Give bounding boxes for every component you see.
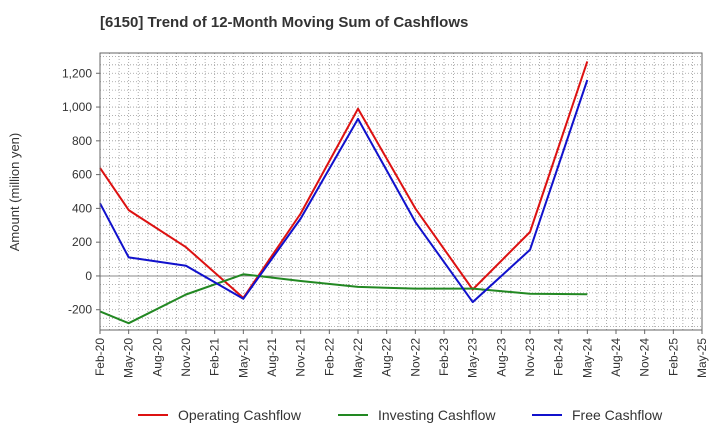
x-tick-label: Aug-22	[380, 338, 394, 377]
x-tick-label: May-20	[122, 338, 136, 378]
x-tick-label: May-21	[236, 338, 250, 378]
series-line-investing-cashflow	[99, 273, 588, 325]
x-tick-label: Feb-24	[552, 338, 566, 376]
y-tick-label: 0	[85, 269, 92, 283]
legend-label: Free Cashflow	[572, 407, 663, 423]
legend-item-investing-cashflow: Investing Cashflow	[338, 404, 496, 426]
x-tick-label: Nov-22	[408, 338, 422, 377]
y-tick-label: 200	[72, 235, 92, 249]
x-tick-label: Aug-21	[265, 338, 279, 377]
x-tick-label: Feb-21	[208, 338, 222, 376]
y-tick-label: 1,000	[62, 100, 92, 114]
y-tick-label: -200	[68, 303, 92, 317]
x-tick-label: Aug-20	[150, 338, 164, 377]
y-tick-label: 400	[72, 201, 92, 215]
y-tick-label: 600	[72, 168, 92, 182]
y-axis-label: Amount (million yen)	[7, 133, 22, 252]
legend-swatch	[338, 414, 368, 416]
x-tick-label: Feb-20	[93, 338, 107, 376]
x-tick-label: Aug-24	[609, 338, 623, 377]
x-tick-label: Feb-23	[437, 338, 451, 376]
y-tick-label: 800	[72, 134, 92, 148]
x-tick-label: Nov-21	[294, 338, 308, 377]
x-tick-label: Feb-25	[666, 338, 680, 376]
legend-label: Investing Cashflow	[378, 407, 496, 423]
x-tick-label: Nov-23	[523, 338, 537, 377]
plot-frame	[99, 52, 703, 331]
chart-title: [6150] Trend of 12-Month Moving Sum of C…	[100, 14, 469, 31]
x-tick-label: May-22	[351, 338, 365, 378]
legend-swatch	[138, 414, 168, 416]
legend: Operating Cashflow Investing Cashflow Free…	[0, 404, 720, 426]
x-tick-label: May-25	[695, 338, 709, 378]
legend-item-operating-cashflow: Operating Cashflow	[138, 404, 301, 426]
legend-swatch	[532, 414, 562, 416]
y-tick-label: 1,200	[62, 66, 92, 80]
x-tick-label: May-24	[580, 338, 594, 378]
x-tick-label: May-23	[466, 338, 480, 378]
series-line-operating-cashflow	[99, 61, 589, 299]
legend-item-free-cashflow: Free Cashflow	[532, 404, 662, 426]
x-tick-label: Nov-24	[638, 338, 652, 377]
x-tick-label: Nov-20	[179, 338, 193, 377]
x-tick-label: Feb-22	[322, 338, 336, 376]
x-tick-label: Aug-23	[494, 338, 508, 377]
series-line-free-cashflow	[99, 79, 589, 304]
legend-label: Operating Cashflow	[178, 407, 301, 423]
